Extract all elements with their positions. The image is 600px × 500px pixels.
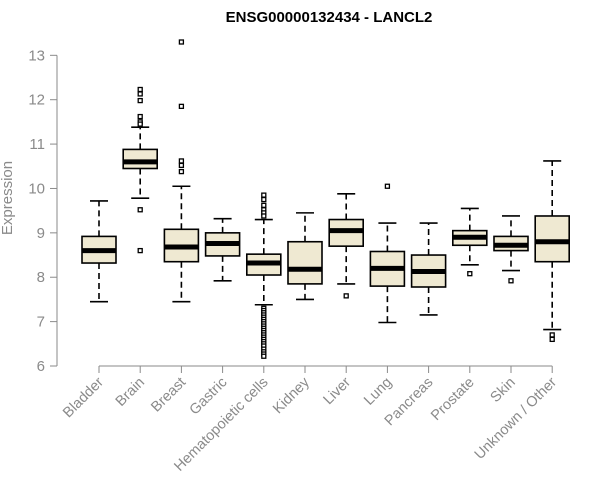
box-group-lung bbox=[369, 183, 406, 324]
y-tick-label: 8 bbox=[37, 269, 45, 286]
box-group-prostate bbox=[451, 207, 488, 277]
box-group-kidney bbox=[287, 212, 323, 301]
outlier-point bbox=[261, 196, 267, 203]
outlier-point bbox=[508, 278, 514, 284]
y-tick-label: 10 bbox=[28, 180, 45, 197]
outlier-point bbox=[549, 336, 555, 343]
box-group-bladder bbox=[81, 200, 117, 303]
outlier-point bbox=[384, 183, 391, 189]
chart-title: ENSG00000132434 - LANCL2 bbox=[226, 9, 433, 26]
box-group-gastric bbox=[204, 217, 241, 282]
box-iqr bbox=[287, 240, 323, 285]
y-axis-label: Expression bbox=[0, 161, 16, 235]
box-group-hematopoietic-cells bbox=[246, 192, 282, 359]
box-iqr bbox=[534, 215, 571, 263]
y-axis: 6 7 8 9 10 11 12 13 bbox=[28, 47, 58, 375]
outlier-point bbox=[178, 168, 185, 175]
y-tick-label: 9 bbox=[37, 225, 45, 242]
outlier-point bbox=[137, 86, 143, 93]
box-group-liver bbox=[328, 192, 365, 299]
box-group-skin bbox=[493, 215, 529, 284]
outlier-point bbox=[178, 162, 185, 169]
x-tick-label: Lung bbox=[361, 375, 395, 409]
outlier-point bbox=[261, 192, 267, 198]
x-tick-label: Brain bbox=[113, 375, 148, 410]
x-tick-label: Kidney bbox=[270, 374, 313, 417]
x-tick-label: Breast bbox=[148, 375, 189, 416]
boxes-layer bbox=[81, 39, 571, 359]
y-tick-label: 13 bbox=[28, 47, 45, 64]
outlier-point bbox=[467, 271, 473, 277]
box-group-pancreas bbox=[410, 222, 447, 316]
outlier-point bbox=[343, 293, 349, 299]
outlier-point bbox=[178, 158, 185, 164]
box-group-breast bbox=[163, 39, 200, 303]
y-tick-label: 7 bbox=[37, 314, 45, 331]
outlier-point bbox=[137, 97, 143, 104]
outlier-point bbox=[137, 247, 143, 254]
outlier-point bbox=[137, 207, 143, 213]
outlier-point bbox=[261, 202, 267, 208]
y-tick-label: 6 bbox=[37, 358, 45, 375]
outlier-point bbox=[261, 213, 267, 219]
outlier-point bbox=[549, 332, 555, 338]
y-tick-label: 11 bbox=[29, 136, 45, 153]
x-tick-label: Liver bbox=[320, 374, 354, 408]
outlier-point bbox=[261, 353, 267, 359]
box-group-brain bbox=[122, 86, 158, 254]
outlier-point bbox=[178, 39, 185, 45]
x-tick-label: Prostate bbox=[428, 375, 477, 424]
outlier-point bbox=[137, 113, 143, 120]
outlier-point bbox=[137, 91, 143, 97]
y-tick-label: 12 bbox=[28, 92, 45, 109]
x-tick-label: Bladder bbox=[60, 374, 107, 421]
box-group-unknown-other bbox=[534, 160, 571, 343]
outlier-point bbox=[137, 121, 143, 127]
x-tick-label: Skin bbox=[488, 375, 519, 406]
box-iqr bbox=[122, 148, 158, 170]
outlier-point bbox=[178, 103, 185, 110]
